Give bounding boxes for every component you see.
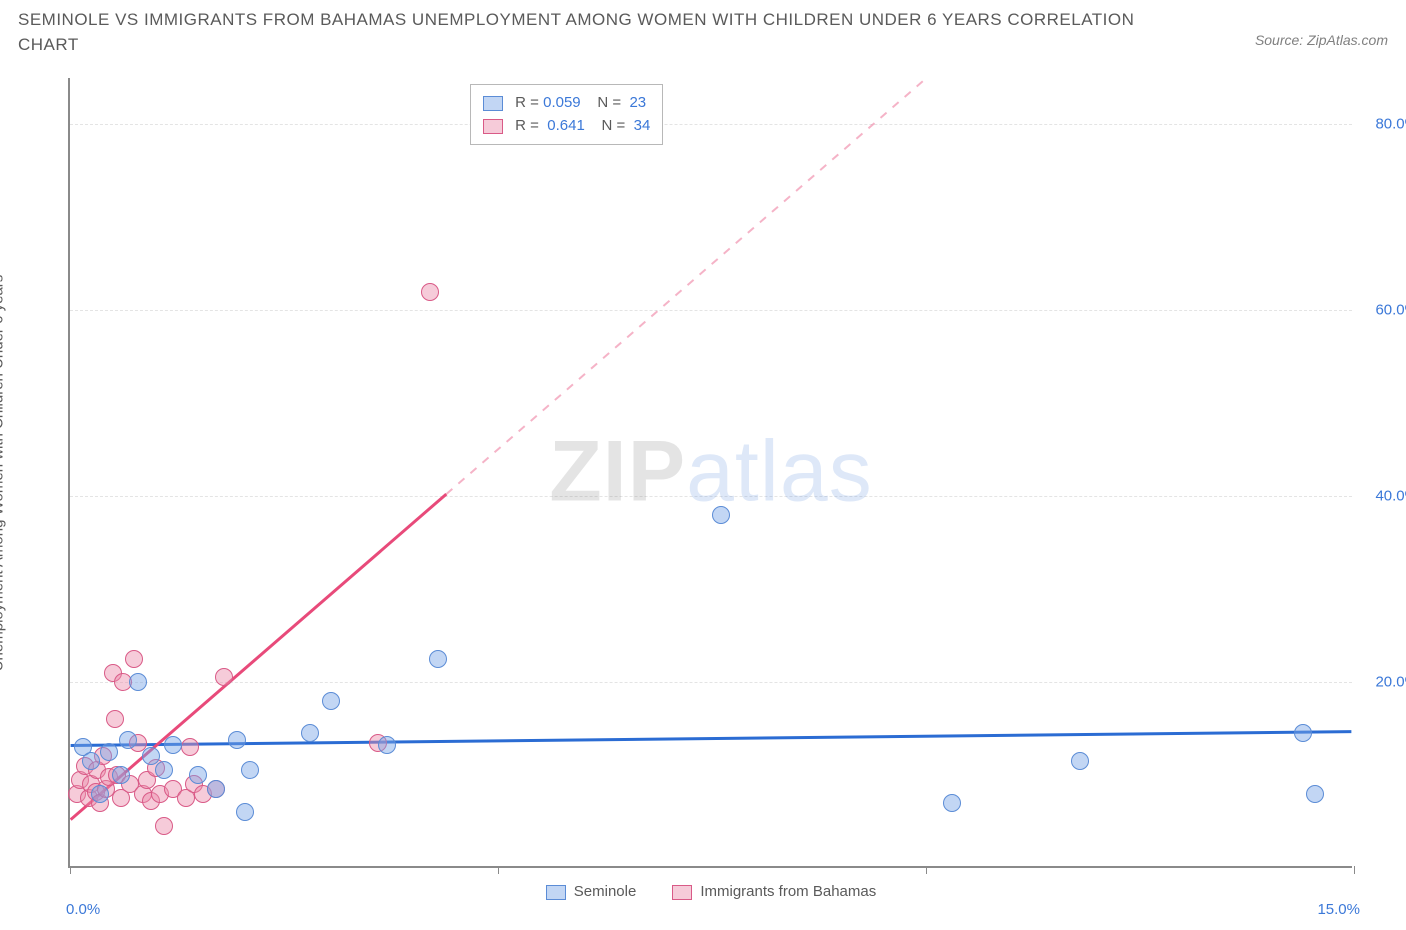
x-tick [498,866,499,874]
chart-container: Unemployment Among Women with Children U… [18,78,1388,908]
data-point [301,724,319,742]
y-axis-title: Unemployment Among Women with Children U… [0,275,7,672]
x-tick [926,866,927,874]
data-point [1294,724,1312,742]
data-point [241,761,259,779]
source-text: Source: ZipAtlas.com [1255,32,1388,48]
data-point [1071,752,1089,770]
data-point [100,743,118,761]
y-tick-label: 60.0% [1362,302,1406,319]
plot-area: ZIPatlas R = 0.059 N = 23 R = 0.641 N = … [68,78,1352,868]
data-point [236,803,254,821]
legend-item-1: Seminole [546,883,637,900]
data-point [91,785,109,803]
data-point [189,766,207,784]
data-point [207,780,225,798]
swatch-series-1 [483,96,503,111]
r-prefix: R = [515,117,539,134]
n-value-1: 23 [629,94,646,111]
data-point [215,668,233,686]
r-value-2: 0.641 [547,117,585,134]
legend-label-2: Immigrants from Bahamas [700,883,876,900]
data-point [712,506,730,524]
data-point [112,766,130,784]
y-tick-label: 20.0% [1362,674,1406,691]
data-point [943,794,961,812]
legend-item-2: Immigrants from Bahamas [672,883,876,900]
bottom-legend: Seminole Immigrants from Bahamas [70,883,1352,900]
n-prefix: N = [602,117,626,134]
swatch-series-2 [483,119,503,134]
data-point [164,736,182,754]
r-value-1: 0.059 [543,94,581,111]
n-value-2: 34 [634,117,651,134]
page-title: SEMINOLE VS IMMIGRANTS FROM BAHAMAS UNEM… [18,8,1138,57]
y-tick-label: 40.0% [1362,488,1406,505]
legend-label-1: Seminole [574,883,637,900]
r-prefix: R = [515,94,539,111]
data-point [181,738,199,756]
x-tick [70,866,71,874]
data-point [1306,785,1324,803]
stats-legend: R = 0.059 N = 23 R = 0.641 N = 34 [470,84,663,145]
x-axis-end: 15.0% [1317,901,1360,918]
stats-row-2: R = 0.641 N = 34 [483,114,650,137]
n-prefix: N = [597,94,621,111]
data-point [429,650,447,668]
data-point [82,752,100,770]
x-axis-start: 0.0% [66,901,100,918]
scatter-points [70,78,1352,866]
data-point [155,817,173,835]
data-point [378,736,396,754]
swatch-bahamas [672,885,692,900]
data-point [228,731,246,749]
data-point [322,692,340,710]
data-point [106,710,124,728]
data-point [155,761,173,779]
x-tick [1354,866,1355,874]
data-point [421,283,439,301]
stats-row-1: R = 0.059 N = 23 [483,91,650,114]
y-tick-label: 80.0% [1362,116,1406,133]
data-point [125,650,143,668]
data-point [129,673,147,691]
data-point [119,731,137,749]
swatch-seminole [546,885,566,900]
